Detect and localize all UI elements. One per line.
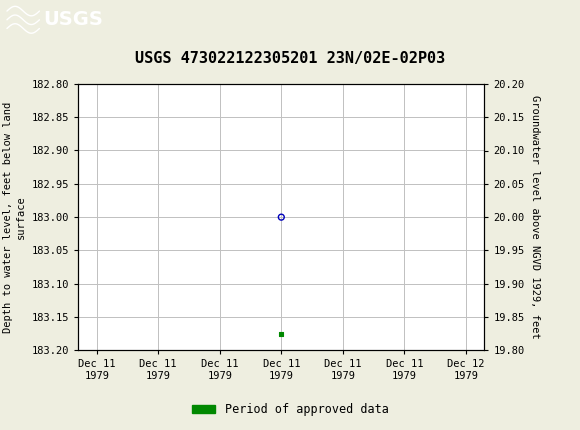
Text: USGS: USGS xyxy=(44,10,103,29)
Point xyxy=(277,214,286,221)
Text: USGS 473022122305201 23N/02E-02P03: USGS 473022122305201 23N/02E-02P03 xyxy=(135,51,445,65)
Y-axis label: Groundwater level above NGVD 1929, feet: Groundwater level above NGVD 1929, feet xyxy=(530,95,540,339)
Y-axis label: Depth to water level, feet below land
surface: Depth to water level, feet below land su… xyxy=(3,101,26,333)
Point xyxy=(277,330,286,337)
Legend: Period of approved data: Period of approved data xyxy=(187,398,393,421)
